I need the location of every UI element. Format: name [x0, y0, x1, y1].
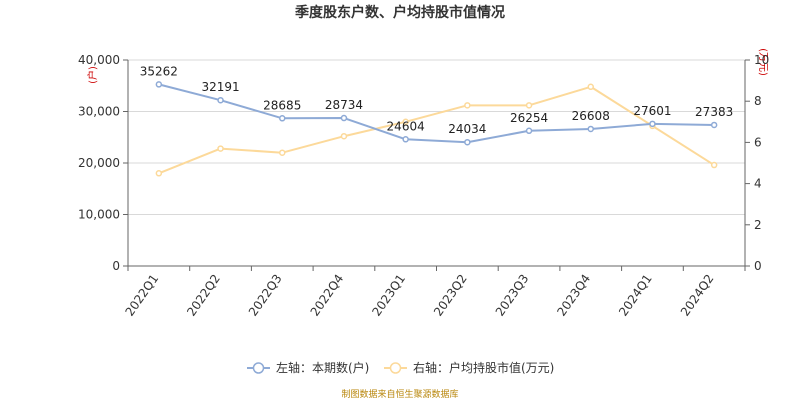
data-label: 32191 — [201, 80, 239, 94]
legend-label-market-value: 右轴：户均持股市值(万元) — [413, 360, 554, 375]
holders-point — [525, 127, 533, 135]
data-label: 26608 — [572, 109, 610, 123]
right-tick-label: 6 — [754, 135, 762, 149]
right-axis-ticks: 0 2 4 6 8 10 — [745, 53, 769, 273]
left-tick-label: 40,000 — [78, 53, 120, 67]
market-value-point — [587, 83, 594, 91]
series-holders — [155, 81, 718, 146]
data-label: 28734 — [325, 98, 363, 112]
data-label: 24604 — [387, 119, 425, 133]
x-tick-label: 2022Q1 — [123, 272, 162, 319]
market-value-point — [279, 149, 286, 156]
right-tick-label: 10 — [754, 53, 769, 67]
holders-point — [587, 125, 594, 133]
source-note: 制图数据来自恒生聚源数据库 — [341, 388, 458, 400]
left-axis-unit: (户) — [86, 66, 99, 84]
left-tick-label: 30,000 — [78, 105, 120, 119]
holders-line — [158, 83, 715, 144]
market-value-point — [464, 102, 471, 109]
legend: 左轴：本期数(户) 右轴：户均持股市值(万元) — [247, 360, 554, 375]
left-tick-label: 10,000 — [78, 208, 120, 222]
chart-title: 季度股东户数、户均持股市值情况 — [294, 4, 505, 21]
market-value-point — [525, 102, 533, 109]
grid-lines — [128, 59, 745, 215]
market-value-point — [340, 132, 348, 140]
holders-point — [402, 136, 409, 143]
holders-point — [464, 138, 471, 146]
left-tick-label: 0 — [112, 259, 120, 273]
data-labels: 35262 32191 28685 28734 24604 24034 26254 26608… — [140, 64, 733, 136]
right-tick-label: 4 — [754, 177, 762, 191]
right-tick-label: 8 — [754, 94, 762, 108]
holders-point — [710, 121, 718, 129]
right-axis-unit: (万元) — [757, 48, 768, 76]
x-axis-ticks: 2022Q1 2022Q2 2022Q3 2022Q4 2023Q1 2023Q2 2023… — [123, 266, 746, 319]
series-market-value — [155, 83, 718, 177]
legend-marker-holders — [252, 362, 265, 374]
x-tick-label: 2022Q2 — [184, 272, 223, 319]
right-tick-label: 2 — [754, 218, 762, 232]
legend-item-market-value[interactable]: 右轴：户均持股市值(万元) — [384, 360, 554, 375]
data-label: 27601 — [633, 104, 671, 118]
legend-label-holders: 左轴：本期数(户) — [276, 360, 369, 375]
x-tick-label: 2023Q2 — [431, 272, 470, 319]
market-value-point — [710, 161, 718, 169]
holders-point — [340, 114, 348, 122]
market-value-point — [217, 145, 224, 152]
market-value-point — [155, 170, 163, 177]
market-value-line — [158, 85, 715, 175]
data-label: 24034 — [448, 122, 486, 136]
x-tick-label: 2024Q1 — [616, 272, 655, 319]
legend-item-holders[interactable]: 左轴：本期数(户) — [247, 360, 369, 375]
x-tick-label: 2022Q3 — [246, 272, 285, 319]
data-label: 35262 — [140, 64, 178, 78]
market-value-point — [402, 118, 409, 126]
holders-point — [279, 115, 286, 122]
x-tick-label: 2023Q1 — [369, 272, 408, 319]
right-tick-label: 0 — [754, 259, 762, 273]
x-tick-label: 2022Q4 — [308, 272, 347, 319]
holders-point — [649, 120, 656, 128]
legend-marker-market-value — [389, 362, 402, 374]
data-label: 27383 — [695, 105, 733, 119]
data-label: 28685 — [263, 98, 301, 112]
x-tick-label: 2023Q3 — [493, 272, 532, 319]
x-tick-label: 2023Q4 — [554, 272, 593, 319]
left-tick-label: 20,000 — [78, 156, 120, 170]
left-axis-ticks: 0 10,000 20,000 30,000 40,000 — [78, 53, 128, 273]
holders-point — [155, 81, 163, 88]
holders-point — [217, 96, 224, 104]
data-label: 26254 — [510, 111, 548, 125]
x-tick-label: 2024Q2 — [678, 272, 717, 319]
